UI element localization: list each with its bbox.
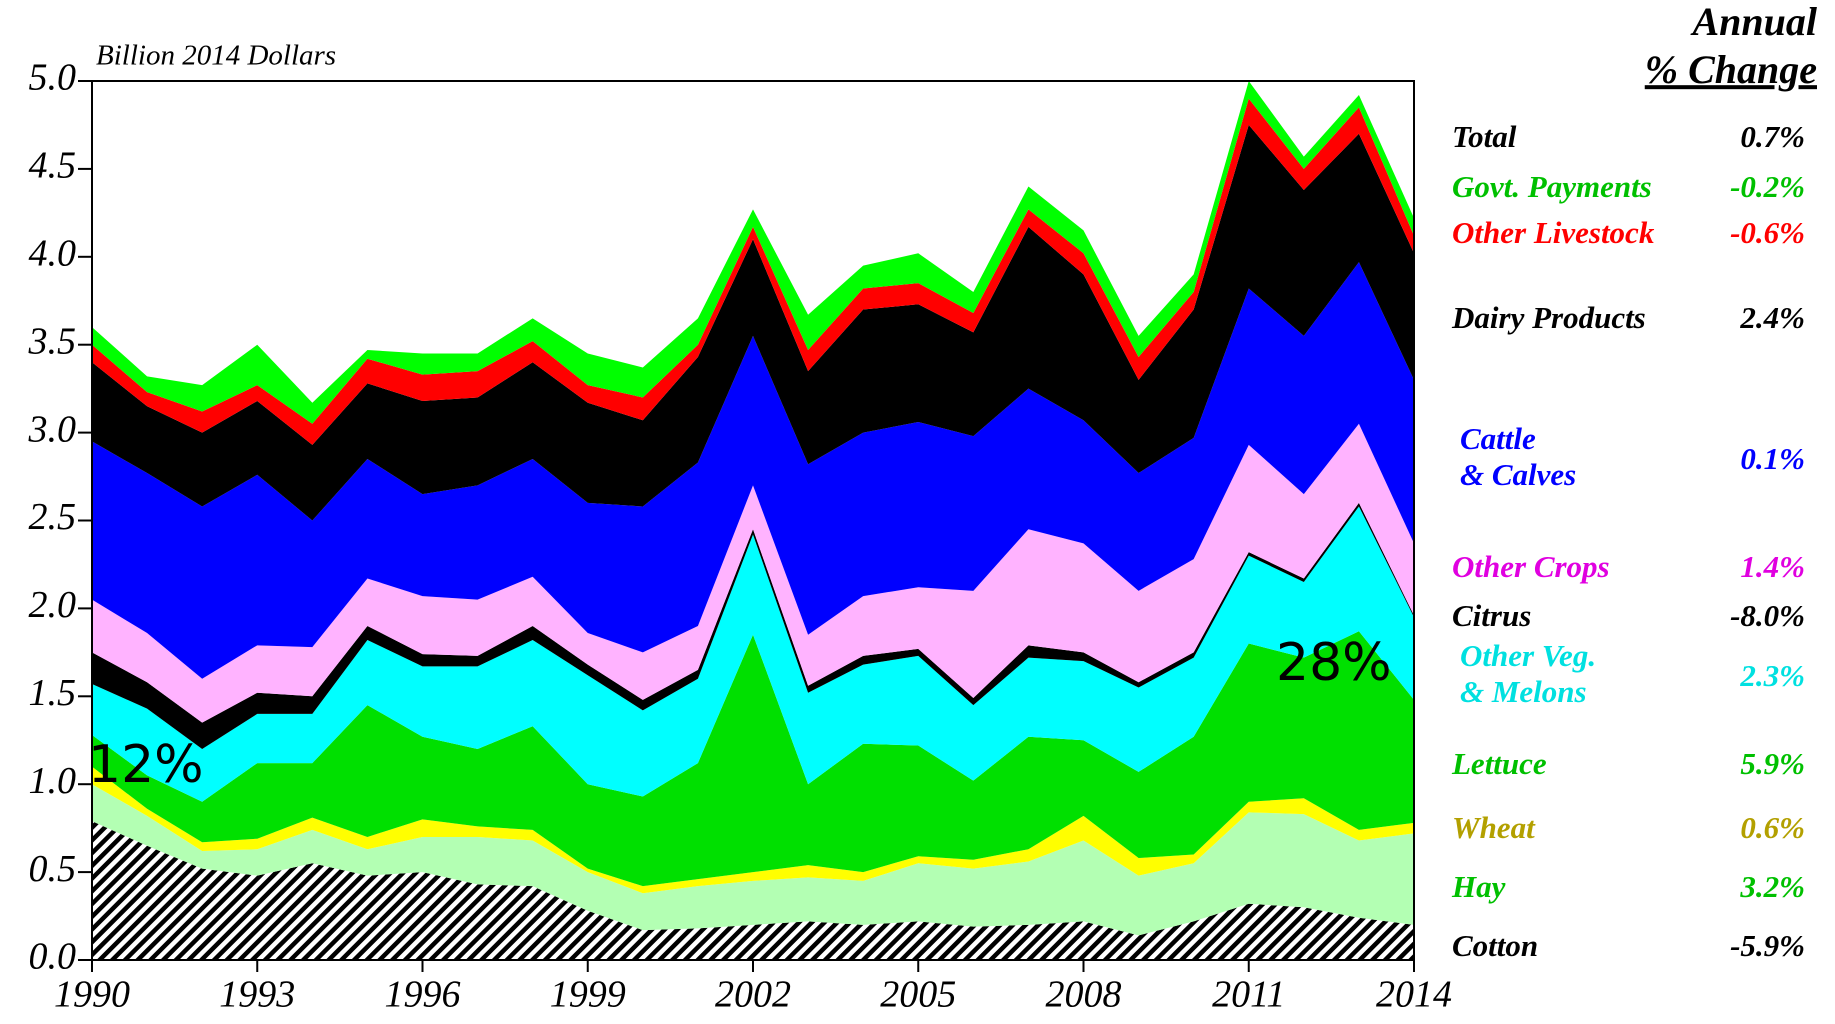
y-tick-label: 3.0 bbox=[28, 408, 77, 450]
legend-value: 2.4% bbox=[1739, 300, 1805, 335]
area bbox=[92, 631, 1414, 887]
legend-value: -5.9% bbox=[1730, 928, 1805, 963]
y-tick-label: 0.5 bbox=[29, 848, 77, 890]
legend-value: -8.0% bbox=[1730, 598, 1805, 633]
area bbox=[92, 262, 1414, 679]
legend-value: 2.3% bbox=[1739, 658, 1805, 693]
legend-value: 5.9% bbox=[1740, 746, 1805, 781]
legend-label: Cotton bbox=[1452, 928, 1538, 963]
x-tick-label: 1990 bbox=[54, 974, 130, 1016]
legend-value: 3.2% bbox=[1739, 869, 1805, 904]
area bbox=[92, 124, 1414, 521]
y-tick-label: 3.5 bbox=[28, 320, 77, 362]
legend-label: Cattle & Calves bbox=[1460, 421, 1576, 492]
x-tick-label: 2005 bbox=[880, 974, 956, 1016]
area bbox=[92, 502, 1414, 750]
x-tick-label: 2011 bbox=[1212, 974, 1285, 1016]
legend-label: Lettuce bbox=[1451, 746, 1547, 781]
x-tick-label: 1999 bbox=[550, 974, 626, 1016]
legend-label: Citrus bbox=[1452, 598, 1531, 633]
x-tick-label: 1993 bbox=[219, 974, 295, 1016]
legend-label: Total bbox=[1452, 119, 1517, 154]
legend-value: 0.7% bbox=[1740, 119, 1805, 154]
area bbox=[92, 506, 1414, 802]
legend-label: Other Livestock bbox=[1452, 215, 1655, 250]
legend-value: 0.1% bbox=[1740, 441, 1805, 476]
areas bbox=[92, 81, 1414, 960]
x-tick-label: 2002 bbox=[715, 974, 791, 1016]
x-tick-label: 2008 bbox=[1046, 974, 1122, 1016]
area bbox=[92, 784, 1414, 936]
legend-value: 0.6% bbox=[1740, 810, 1805, 845]
legend-title: Annual bbox=[1689, 0, 1817, 44]
y-tick-label: 4.0 bbox=[29, 233, 77, 275]
legend-value: -0.2% bbox=[1730, 169, 1805, 204]
x-tick-label: 1996 bbox=[385, 974, 461, 1016]
y-tick-label: 1.0 bbox=[29, 760, 77, 802]
y-axis-label: Billion 2014 Dollars bbox=[96, 40, 336, 72]
area bbox=[92, 821, 1414, 960]
legend-value: 1.4% bbox=[1740, 549, 1805, 584]
y-tick-label: 2.5 bbox=[29, 496, 77, 538]
legend-label: Wheat bbox=[1452, 810, 1536, 845]
legend-label: Govt. Payments bbox=[1452, 169, 1652, 204]
legend-title: % Change bbox=[1645, 47, 1817, 92]
annotation: 28% bbox=[1276, 633, 1392, 693]
legend-label: Dairy Products bbox=[1451, 300, 1646, 335]
y-tick-label: 5.0 bbox=[29, 57, 77, 99]
y-tick-label: 2.0 bbox=[29, 584, 77, 626]
x-tick-label: 2014 bbox=[1376, 974, 1452, 1016]
legend-label: Other Crops bbox=[1452, 549, 1610, 584]
legend-label: Hay bbox=[1451, 869, 1506, 904]
y-tick-label: 0.0 bbox=[29, 936, 77, 978]
y-tick-label: 4.5 bbox=[29, 145, 77, 187]
area bbox=[92, 98, 1414, 445]
axes: 0.0 0.5 1.0 1.5 2.0 2.5 3.0 3.5 4.0 4.5 5.0 1990 199… bbox=[28, 57, 1453, 1016]
area bbox=[92, 81, 1414, 424]
y-tick-label: 1.5 bbox=[29, 672, 77, 714]
legend-value: -0.6% bbox=[1730, 215, 1805, 250]
legend: Total 0.7% Cotton -5.9% Hay 3.2% Wheat 0.6% Lett… bbox=[1451, 119, 1805, 963]
legend-label: Other Veg. & Melons bbox=[1460, 638, 1596, 709]
area bbox=[92, 423, 1414, 723]
annotation: 12% bbox=[88, 735, 204, 795]
